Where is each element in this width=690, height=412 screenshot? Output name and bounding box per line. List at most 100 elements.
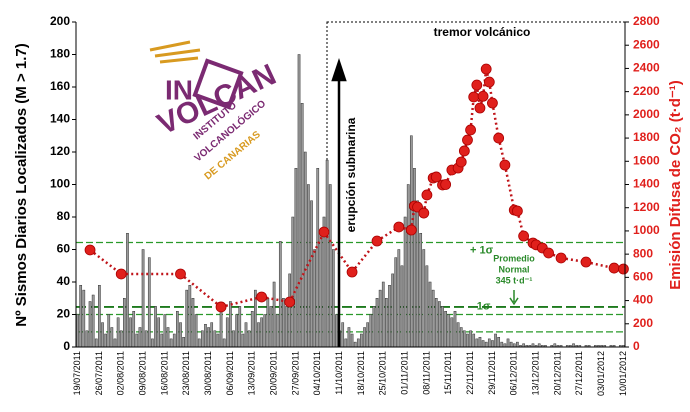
bar xyxy=(403,216,407,348)
y2-tick-label: 1000 xyxy=(633,223,660,237)
bar xyxy=(391,273,394,348)
bar xyxy=(197,338,201,348)
bar xyxy=(431,289,435,348)
bar xyxy=(319,233,323,348)
bar xyxy=(484,341,488,348)
point xyxy=(477,90,489,102)
bar xyxy=(188,285,192,348)
y2-tick-label: 0 xyxy=(633,339,640,353)
bar xyxy=(310,200,313,348)
y-tick-label: 80 xyxy=(57,209,71,223)
x-tick-label: 10/01/2012 xyxy=(618,351,628,396)
bar xyxy=(154,306,157,348)
bar xyxy=(438,301,441,348)
x-tick-label: 22/11/2011 xyxy=(465,351,475,395)
bar xyxy=(144,330,148,348)
bar xyxy=(263,314,267,348)
bar xyxy=(497,337,501,348)
bar xyxy=(222,338,226,348)
bar xyxy=(275,314,279,348)
bar xyxy=(138,327,142,348)
bar xyxy=(179,322,182,348)
bar xyxy=(500,341,504,348)
x-tick-label: 18/10/2011 xyxy=(356,351,366,395)
bar xyxy=(381,281,385,348)
point xyxy=(618,263,629,275)
bar xyxy=(126,233,129,348)
bar xyxy=(463,330,466,348)
bar xyxy=(347,327,351,348)
mean-label: Normal xyxy=(498,264,529,274)
bar xyxy=(475,338,479,348)
x-tick-label: 27/09/2011 xyxy=(290,351,300,395)
bar xyxy=(210,322,214,348)
bar xyxy=(182,337,185,348)
x-tick-label: 06/09/2011 xyxy=(225,351,235,395)
point xyxy=(580,256,592,268)
bar xyxy=(200,330,204,348)
bar xyxy=(360,333,363,348)
bar xyxy=(363,327,366,348)
bar xyxy=(123,298,126,348)
y-tick-label: 0 xyxy=(63,339,70,353)
y-tick-label: 60 xyxy=(57,242,71,256)
bar xyxy=(413,168,416,348)
bar xyxy=(98,285,101,348)
y-tick-label: 200 xyxy=(50,14,70,28)
y2-tick-label: 1200 xyxy=(633,200,660,214)
bar xyxy=(219,311,223,348)
bar xyxy=(107,314,111,348)
x-tick-label: 13/12/2011 xyxy=(530,351,540,395)
bar xyxy=(300,103,304,348)
point xyxy=(458,145,470,157)
bar xyxy=(478,337,482,348)
bar xyxy=(353,341,357,348)
x-tick-label: 16/08/2011 xyxy=(159,351,169,395)
bar xyxy=(350,333,354,348)
bar xyxy=(232,330,235,348)
x-tick-label: 15/11/2011 xyxy=(443,351,453,395)
line-segment xyxy=(491,102,500,139)
logo-swoosh xyxy=(149,40,201,64)
bar xyxy=(194,314,198,348)
bar xyxy=(238,306,242,348)
x-tick-label: 06/12/2011 xyxy=(509,351,519,395)
bar xyxy=(88,301,92,348)
x-tick-label: 23/08/2011 xyxy=(181,351,191,395)
bar xyxy=(104,333,107,348)
bar xyxy=(316,168,320,348)
y2-tick-label: 2200 xyxy=(633,84,660,98)
logo-text: DE CANARIAS xyxy=(203,129,264,182)
bar xyxy=(369,314,373,348)
y-tick-label: 180 xyxy=(50,47,70,61)
bar xyxy=(79,285,83,348)
point xyxy=(480,63,492,75)
bar xyxy=(135,333,139,348)
point xyxy=(499,159,511,171)
bar xyxy=(76,314,79,348)
logo-in: IN xyxy=(165,74,193,105)
point xyxy=(555,252,567,264)
point xyxy=(405,224,417,236)
bar xyxy=(516,341,519,348)
bar xyxy=(94,338,98,348)
bar xyxy=(257,322,260,348)
bar xyxy=(163,314,167,348)
bar xyxy=(466,333,469,348)
point xyxy=(455,156,467,168)
line-segment xyxy=(322,231,354,273)
bar xyxy=(325,159,329,348)
point xyxy=(608,262,620,274)
logo-box xyxy=(192,58,244,110)
bar xyxy=(285,306,288,348)
bar xyxy=(419,233,423,348)
y2-tick-label: 2600 xyxy=(633,37,660,51)
point xyxy=(483,76,495,88)
bar xyxy=(91,294,95,348)
point xyxy=(465,124,476,136)
x-tick-label: 09/08/2011 xyxy=(137,351,147,395)
bar xyxy=(191,298,195,348)
bar xyxy=(151,338,154,348)
bar xyxy=(366,322,369,348)
